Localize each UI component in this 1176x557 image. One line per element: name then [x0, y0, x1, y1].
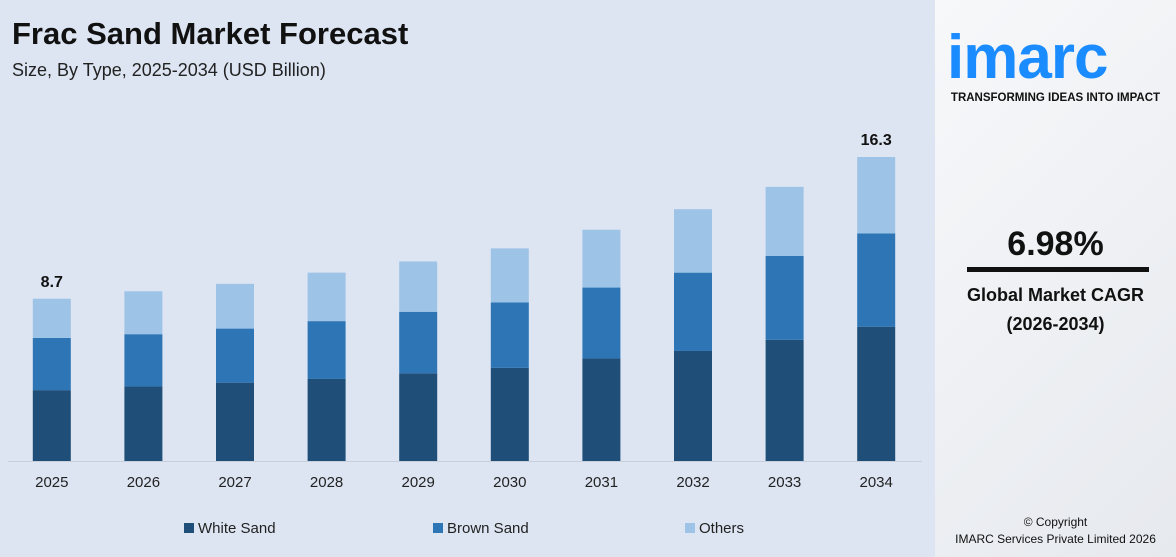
x-tick-label: 2028	[310, 474, 343, 491]
sidebar: imarc TRANSFORMING IDEAS INTO IMPACT 6.9…	[935, 0, 1176, 557]
bar-segment	[124, 386, 163, 461]
logo: imarc	[947, 23, 1108, 92]
bar-segment	[490, 302, 529, 368]
bar-segment	[857, 326, 896, 461]
bar-segment	[857, 233, 896, 327]
legend-swatch	[433, 523, 443, 533]
chart-title: Frac Sand Market Forecast	[12, 16, 408, 51]
total-label: 16.3	[861, 132, 892, 149]
bar-segment	[216, 328, 254, 383]
bar-segment	[399, 311, 438, 374]
x-tick-label: 2027	[218, 474, 251, 491]
legend-label: Others	[699, 520, 744, 537]
x-tick-label: 2030	[493, 474, 526, 491]
x-tick-label: 2034	[860, 474, 893, 491]
bar-segment	[399, 261, 438, 312]
bar-segment	[674, 272, 712, 351]
legend-swatch	[184, 523, 194, 533]
bar-segment	[765, 186, 804, 256]
x-tick-label: 2029	[402, 474, 435, 491]
bar-segment	[307, 378, 346, 461]
bar-segment	[124, 334, 163, 387]
bar-segment	[124, 291, 163, 335]
chart: Frac Sand Market Forecast Size, By Type,…	[0, 0, 935, 557]
x-tick-label: 2026	[127, 474, 160, 491]
bar-segment	[307, 321, 346, 379]
bar-segment	[582, 358, 621, 461]
bar-segment	[674, 350, 712, 461]
bar-segment	[582, 287, 621, 359]
chart-subtitle: Size, By Type, 2025-2034 (USD Billion)	[12, 60, 326, 80]
cagr-value: 6.98%	[1007, 225, 1104, 263]
total-label: 8.7	[41, 274, 63, 291]
bar-segment	[32, 390, 71, 461]
legend-swatch	[685, 523, 695, 533]
x-tick-label: 2032	[676, 474, 709, 491]
bar-segment	[307, 272, 346, 322]
tagline: TRANSFORMING IDEAS INTO IMPACT	[950, 92, 1161, 104]
bar-segment	[765, 339, 804, 461]
bar-segment	[399, 373, 438, 461]
cagr-period: (2026-2034)	[1006, 314, 1105, 334]
bar-segment	[490, 248, 529, 303]
x-tick-label: 2031	[585, 474, 618, 491]
copyright: © Copyright	[1023, 515, 1088, 529]
legend-label: Brown Sand	[447, 520, 529, 537]
bar-segment	[32, 298, 71, 338]
bar-segment	[216, 283, 254, 329]
bar-segment	[216, 382, 254, 461]
cagr-label: Global Market CAGR	[966, 285, 1145, 305]
legend-label: White Sand	[198, 520, 276, 537]
x-tick-label: 2025	[35, 474, 68, 491]
divider	[967, 267, 1149, 272]
bar-segment	[490, 367, 529, 461]
bar-segment	[765, 255, 804, 340]
bar-segment	[32, 337, 71, 391]
bar-segment	[582, 229, 621, 288]
company: IMARC Services Private Limited 2026	[955, 532, 1156, 546]
bar-segment	[857, 157, 896, 234]
bar-segment	[674, 209, 712, 273]
x-tick-label: 2033	[768, 474, 801, 491]
